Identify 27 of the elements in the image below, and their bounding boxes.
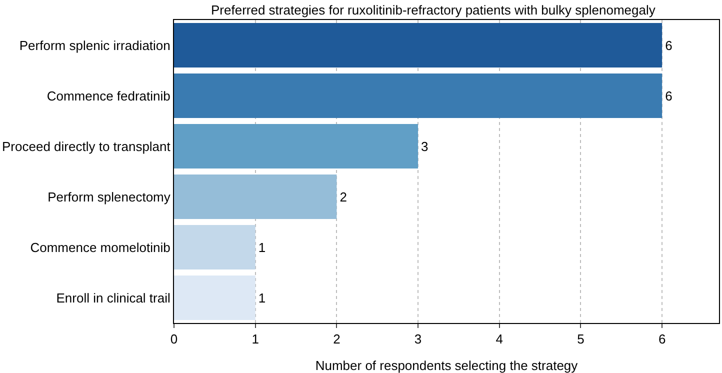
bar bbox=[174, 174, 337, 219]
x-tick-label: 5 bbox=[577, 332, 584, 347]
x-tick-label: 0 bbox=[170, 332, 178, 347]
bar bbox=[174, 74, 662, 118]
data-label: 1 bbox=[258, 240, 266, 255]
chart-title: Preferred strategies for ruxolitinib-refractory patients with bulky splenomegaly bbox=[211, 2, 656, 18]
data-label: 2 bbox=[340, 189, 347, 204]
y-tick-label: Commence fedratinib bbox=[46, 88, 170, 104]
x-tick-label: 3 bbox=[414, 332, 422, 347]
bar bbox=[174, 124, 418, 168]
x-axis-title: Number of respondents selecting the strategy bbox=[315, 358, 578, 373]
x-tick-label: 6 bbox=[658, 332, 666, 347]
x-tick-label: 1 bbox=[252, 332, 259, 347]
y-tick-label: Perform splenectomy bbox=[48, 189, 171, 204]
bar bbox=[174, 23, 662, 68]
bar bbox=[174, 276, 256, 320]
data-label: 3 bbox=[421, 138, 428, 154]
y-tick-label: Commence momelotinib bbox=[30, 240, 170, 255]
y-tick-label: Proceed directly to transplant bbox=[2, 138, 171, 154]
y-tick-label: Perform splenic irradiation bbox=[19, 38, 170, 53]
data-label: 6 bbox=[665, 88, 672, 104]
data-label: 6 bbox=[665, 38, 672, 53]
data-label: 1 bbox=[258, 290, 266, 306]
x-tick-label: 2 bbox=[333, 332, 340, 347]
y-tick-label: Enroll in clinical trail bbox=[56, 290, 171, 306]
x-tick-label: 4 bbox=[496, 332, 503, 347]
bar bbox=[174, 225, 256, 270]
